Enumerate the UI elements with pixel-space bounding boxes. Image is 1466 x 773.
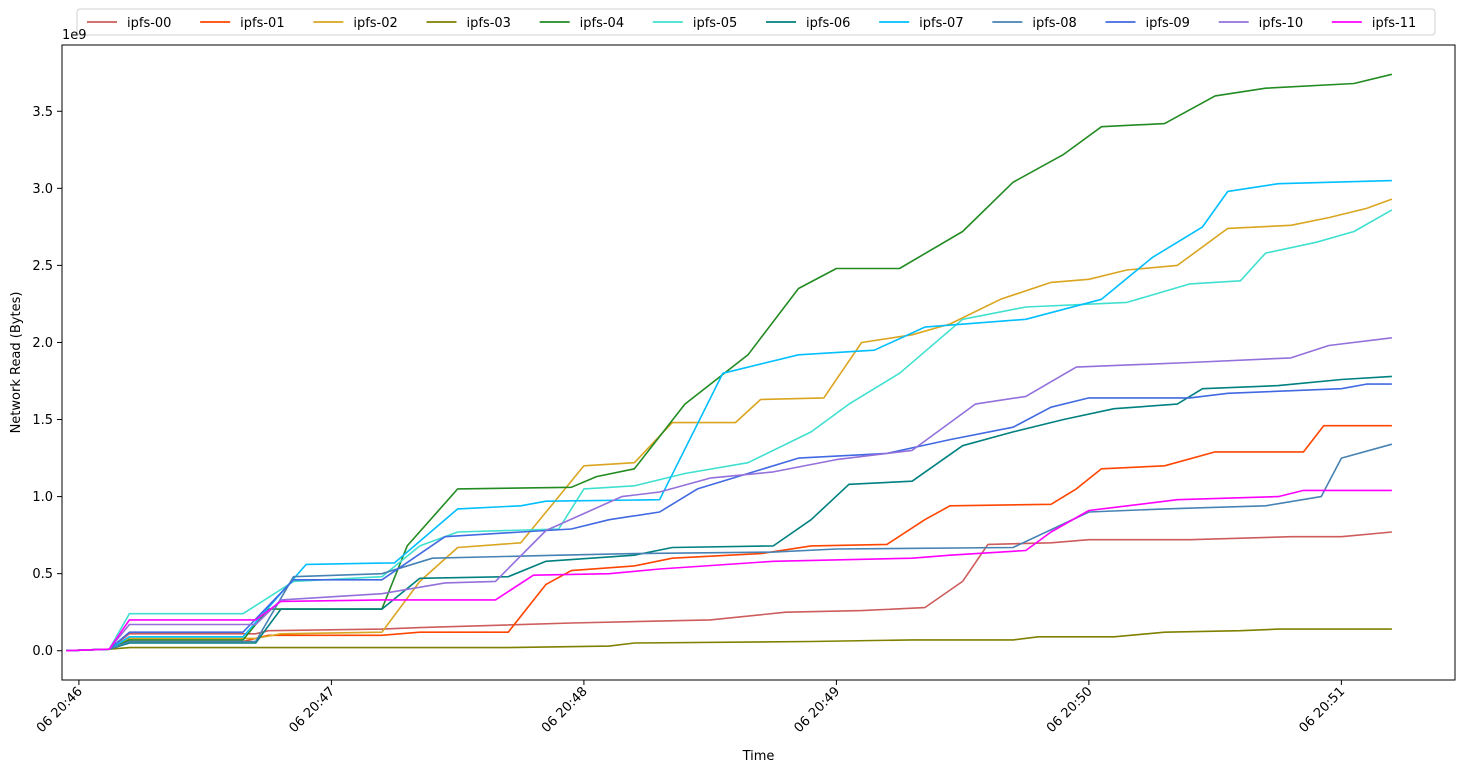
series-line-ipfs-00 bbox=[66, 531, 1392, 652]
series-line-ipfs-04 bbox=[66, 73, 1393, 652]
y-axis: 0.0 0.5 1.0 1.5 2.0 2.5 3.0 3.5 bbox=[32, 105, 62, 659]
series-line-ipfs-01 bbox=[66, 424, 1392, 652]
y-tick-label: 0.5 bbox=[32, 567, 53, 582]
x-tick-label: 06 20:49 bbox=[792, 684, 844, 736]
y-tick-label: 1.0 bbox=[32, 490, 53, 505]
x-tick-label: 06 20:48 bbox=[539, 684, 591, 736]
plot-area: 06 20:46 06 20:47 06 20:48 06 20:49 06 20:50… bbox=[32, 44, 1456, 736]
legend: ipfs-00 ipfs-01 ipfs-02 ipfs-03 ipfs-04 ipfs-… bbox=[76, 8, 1436, 36]
legend-label: ipfs-04 bbox=[580, 16, 624, 31]
y-tick-label: 3.5 bbox=[32, 105, 53, 120]
x-axis-label: Time bbox=[742, 749, 775, 764]
x-tick-label: 06 20:46 bbox=[34, 684, 86, 736]
plot-frame bbox=[61, 44, 1456, 681]
series-line-ipfs-02 bbox=[66, 198, 1393, 652]
series-line-ipfs-05 bbox=[66, 209, 1393, 652]
y-axis-label: Network Read (Bytes) bbox=[9, 292, 24, 434]
series-line-ipfs-09 bbox=[66, 383, 1392, 652]
legend-label: ipfs-01 bbox=[240, 16, 284, 31]
legend-label: ipfs-05 bbox=[693, 16, 737, 31]
y-offset-label: 1e9 bbox=[62, 28, 87, 43]
y-tick-label: 3.0 bbox=[32, 182, 53, 197]
legend-label: ipfs-06 bbox=[806, 16, 850, 31]
y-tick-label: 0.0 bbox=[32, 644, 53, 659]
y-tick-label: 1.5 bbox=[32, 413, 53, 428]
series-line-ipfs-06 bbox=[66, 375, 1392, 652]
y-tick-label: 2.5 bbox=[32, 259, 53, 274]
legend-box bbox=[76, 8, 1436, 36]
legend-label: ipfs-02 bbox=[353, 16, 397, 31]
x-axis: 06 20:46 06 20:47 06 20:48 06 20:49 06 20:50… bbox=[34, 680, 1348, 736]
series-layer bbox=[66, 73, 1393, 652]
legend-label: ipfs-10 bbox=[1259, 16, 1303, 31]
series-line-ipfs-03 bbox=[66, 628, 1392, 652]
legend-label: ipfs-00 bbox=[127, 16, 171, 31]
legend-label: ipfs-07 bbox=[919, 16, 963, 31]
legend-label: ipfs-08 bbox=[1032, 16, 1076, 31]
y-tick-label: 2.0 bbox=[32, 336, 53, 351]
series-line-ipfs-07 bbox=[66, 179, 1392, 652]
x-tick-label: 06 20:47 bbox=[287, 684, 339, 736]
legend-label: ipfs-11 bbox=[1372, 16, 1416, 31]
series-line-ipfs-08 bbox=[66, 443, 1393, 652]
series-line-ipfs-11 bbox=[66, 489, 1392, 652]
x-tick-label: 06 20:50 bbox=[1044, 684, 1096, 736]
series-line-ipfs-10 bbox=[66, 337, 1392, 652]
legend-label: ipfs-03 bbox=[467, 16, 511, 31]
legend-label: ipfs-09 bbox=[1146, 16, 1190, 31]
x-tick-label: 06 20:51 bbox=[1296, 684, 1348, 736]
